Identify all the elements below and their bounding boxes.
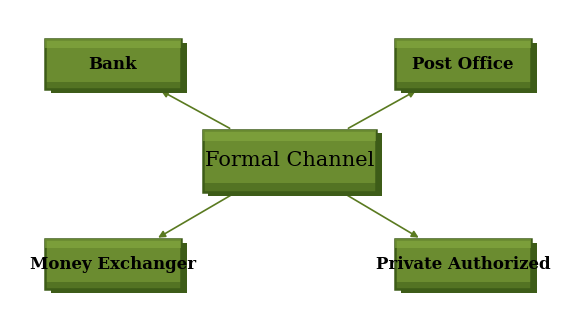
Text: Money Exchanger: Money Exchanger <box>30 256 196 272</box>
FancyBboxPatch shape <box>208 134 382 196</box>
FancyBboxPatch shape <box>203 129 376 141</box>
FancyBboxPatch shape <box>395 40 532 89</box>
FancyBboxPatch shape <box>203 130 376 193</box>
FancyBboxPatch shape <box>51 243 186 293</box>
FancyBboxPatch shape <box>45 40 181 89</box>
FancyBboxPatch shape <box>395 282 532 289</box>
FancyBboxPatch shape <box>203 183 376 193</box>
Text: Private Authorized: Private Authorized <box>376 256 551 272</box>
FancyBboxPatch shape <box>401 43 537 93</box>
FancyBboxPatch shape <box>45 282 181 289</box>
FancyBboxPatch shape <box>45 239 181 289</box>
FancyBboxPatch shape <box>395 239 532 289</box>
FancyBboxPatch shape <box>395 40 532 48</box>
Text: Formal Channel: Formal Channel <box>205 151 374 171</box>
FancyBboxPatch shape <box>45 239 181 248</box>
FancyBboxPatch shape <box>401 243 537 293</box>
FancyBboxPatch shape <box>45 40 181 48</box>
FancyBboxPatch shape <box>45 82 181 89</box>
FancyBboxPatch shape <box>395 239 532 248</box>
FancyBboxPatch shape <box>51 43 186 93</box>
Text: Bank: Bank <box>89 56 137 73</box>
FancyBboxPatch shape <box>395 82 532 89</box>
Text: Post Office: Post Office <box>412 56 514 73</box>
